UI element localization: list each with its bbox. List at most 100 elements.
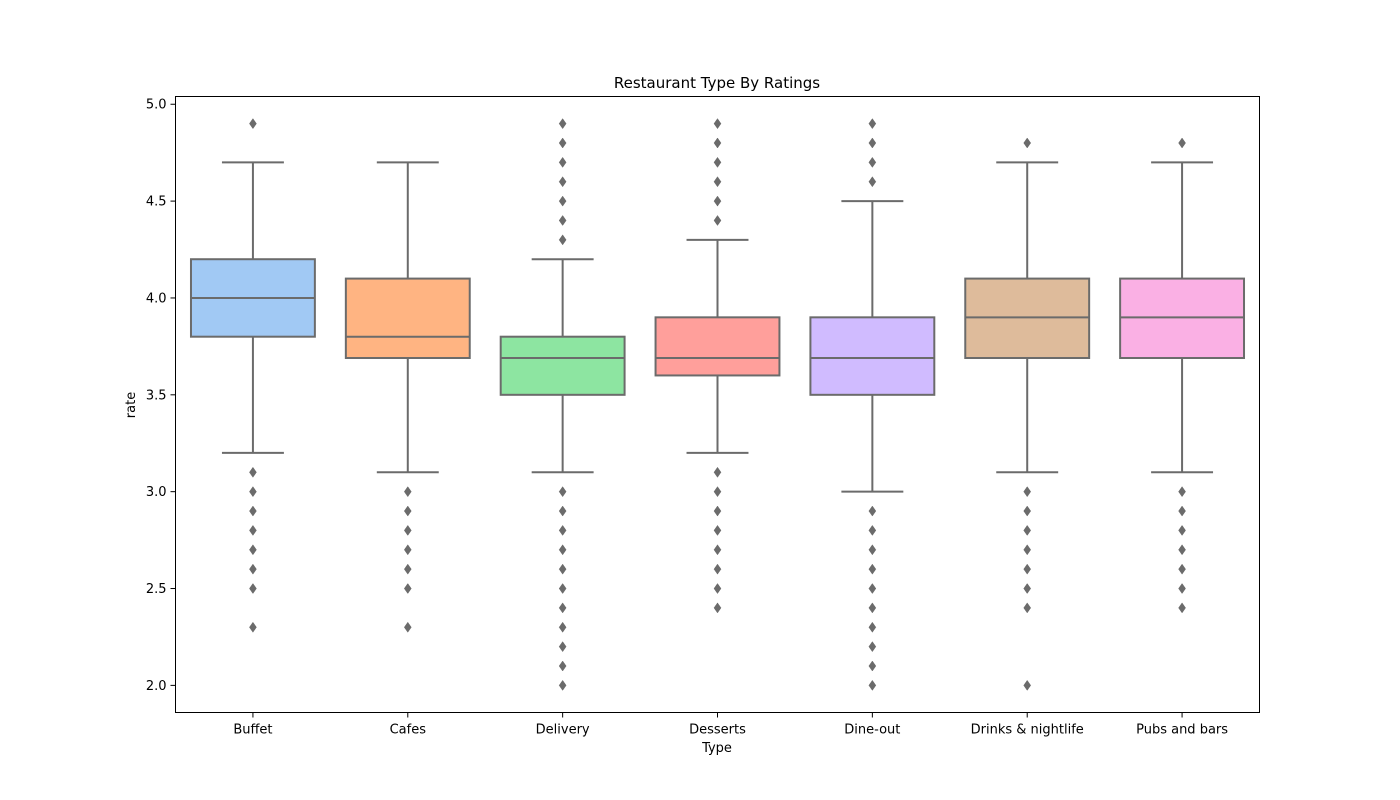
iqr-box [809, 316, 936, 396]
chart-title: Restaurant Type By Ratings [614, 74, 820, 92]
outlier-point [1178, 563, 1186, 575]
outlier-point [558, 679, 567, 691]
x-tick-label: Cafes [390, 723, 427, 738]
y-tick-label: 4.0 [146, 291, 167, 306]
outlier-point [558, 563, 567, 575]
outlier-point [558, 118, 567, 130]
y-tick-label: 3.0 [146, 485, 167, 500]
outlier-point [1178, 544, 1186, 556]
outlier-point [713, 602, 722, 614]
box-group-cafes [344, 161, 471, 633]
outlier-point [868, 505, 877, 517]
outlier-point [868, 137, 877, 149]
outlier-point [558, 660, 567, 672]
outlier-point [1023, 602, 1032, 614]
outlier-point [403, 505, 412, 517]
outlier-point [868, 641, 877, 653]
outlier-point [558, 234, 567, 246]
outlier-point [868, 544, 877, 556]
outlier-point [249, 621, 257, 633]
outlier-point [868, 621, 877, 633]
outlier-point [868, 118, 877, 130]
outlier-point [1178, 486, 1186, 498]
outlier-point [1023, 486, 1032, 498]
outlier-point [249, 486, 257, 498]
outlier-point [1178, 524, 1186, 536]
outlier-point [403, 563, 412, 575]
outlier-point [249, 466, 257, 478]
outlier-point [713, 215, 722, 226]
outlier-point [558, 621, 567, 633]
iqr-box [654, 316, 781, 377]
outlier-point [713, 466, 722, 478]
outlier-point [249, 544, 257, 556]
outlier-point [558, 215, 567, 226]
x-tick-label: Desserts [689, 723, 746, 738]
y-tick-label: 4.5 [146, 195, 167, 210]
outlier-point [403, 583, 412, 594]
outlier-point [403, 544, 412, 556]
outlier-point [1023, 137, 1032, 149]
outlier-point [1178, 602, 1186, 614]
outlier-point [558, 583, 567, 594]
outlier-point [868, 660, 877, 672]
outlier-point [868, 176, 877, 188]
box-group-buffet [189, 118, 316, 633]
outlier-point [249, 118, 257, 130]
x-tick-label: Drinks & nightlife [971, 723, 1084, 738]
outlier-point [1023, 679, 1032, 691]
outlier-point [713, 544, 722, 556]
outlier-point [1178, 505, 1186, 517]
outlier-point [558, 156, 567, 168]
outlier-point [868, 602, 877, 614]
x-tick-label: Buffet [233, 723, 272, 738]
outlier-point [403, 524, 412, 536]
outlier-point [1023, 563, 1032, 575]
outlier-point [713, 486, 722, 498]
outlier-point [558, 176, 567, 188]
outlier-point [713, 563, 722, 575]
outlier-point [1023, 544, 1032, 556]
outlier-point [713, 118, 722, 130]
outlier-point [713, 524, 722, 536]
box-group-pubs-and-bars [1119, 137, 1246, 614]
x-tick-label: Dine-out [844, 723, 900, 738]
outlier-point [558, 544, 567, 556]
outlier-point [868, 679, 877, 691]
y-tick-label: 5.0 [146, 98, 167, 113]
outlier-point [558, 486, 567, 498]
outlier-point [558, 602, 567, 614]
outlier-point [713, 505, 722, 517]
box-group-dine-out [809, 118, 936, 691]
outlier-point [713, 137, 722, 149]
outlier-point [1178, 137, 1186, 149]
outlier-point [558, 524, 567, 536]
outlier-point [558, 195, 567, 207]
outlier-point [1023, 505, 1032, 517]
outlier-point [249, 563, 257, 575]
iqr-box [499, 335, 626, 396]
y-axis-label: rate [124, 392, 139, 418]
outlier-point [713, 583, 722, 594]
outlier-point [713, 195, 722, 207]
outlier-point [249, 583, 257, 594]
outlier-point [1023, 524, 1032, 536]
y-tick-label: 2.5 [146, 582, 167, 597]
box-group-drinks-nightlife [964, 137, 1091, 691]
outlier-point [558, 137, 567, 149]
outlier-point [403, 621, 412, 633]
x-tick-label: Delivery [536, 723, 590, 738]
outlier-point [558, 641, 567, 653]
outlier-point [868, 156, 877, 168]
outlier-point [868, 583, 877, 594]
box-group-delivery [499, 118, 626, 691]
outlier-point [1178, 583, 1186, 594]
plot-area [189, 118, 1246, 691]
outlier-point [713, 156, 722, 168]
outlier-point [249, 524, 257, 536]
box-group-desserts [654, 118, 781, 614]
x-axis-label: Type [701, 741, 732, 756]
outlier-point [558, 505, 567, 517]
outlier-point [868, 524, 877, 536]
